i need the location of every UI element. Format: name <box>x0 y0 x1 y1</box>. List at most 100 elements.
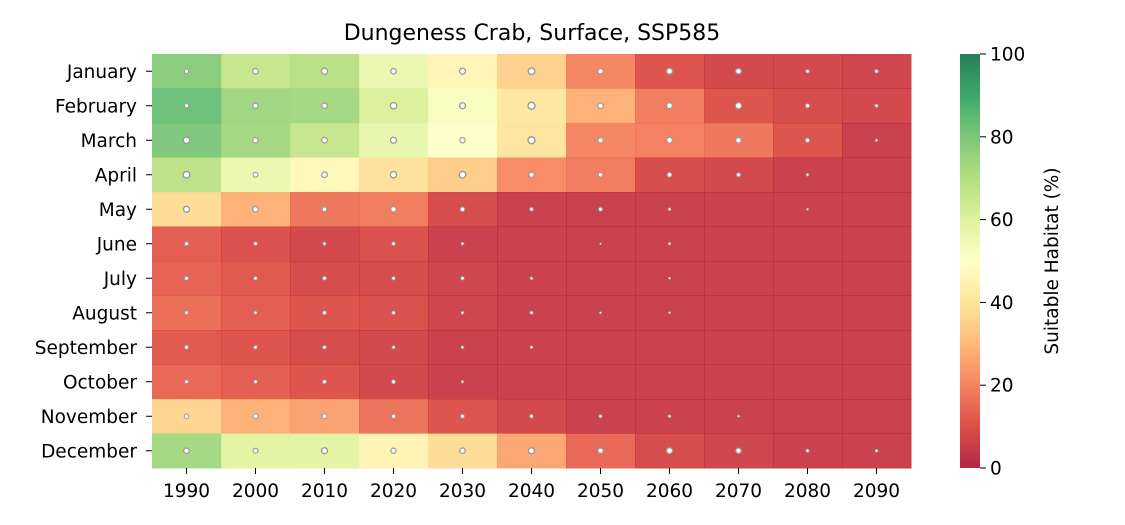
heatmap-cell <box>842 330 912 365</box>
uncertainty-marker <box>321 206 328 213</box>
uncertainty-marker <box>599 242 602 246</box>
uncertainty-marker <box>527 67 536 76</box>
uncertainty-marker <box>322 379 327 385</box>
heatmap-cell <box>635 364 705 400</box>
uncertainty-marker <box>252 102 259 109</box>
x-tick-label: 2010 <box>301 481 348 502</box>
heatmap-cell <box>773 399 843 434</box>
uncertainty-marker <box>598 206 603 212</box>
heatmap-cell <box>704 226 774 262</box>
uncertainty-marker <box>390 206 397 213</box>
heatmap-cell <box>497 226 567 262</box>
heatmap-cell <box>635 330 705 365</box>
x-tick-label: 2080 <box>784 481 831 502</box>
y-tick-label: February <box>55 96 137 117</box>
uncertainty-marker <box>665 102 674 110</box>
uncertainty-marker <box>665 67 674 75</box>
uncertainty-marker <box>321 136 328 144</box>
colorbar-tick-label: 60 <box>990 210 1014 231</box>
uncertainty-marker <box>667 207 672 212</box>
uncertainty-marker <box>320 447 329 455</box>
y-tick-label: December <box>41 441 137 462</box>
y-tick-label: October <box>63 372 137 393</box>
uncertainty-marker <box>529 206 534 212</box>
heatmap-cell <box>773 261 843 296</box>
uncertainty-marker <box>527 101 536 110</box>
uncertainty-marker <box>666 171 673 178</box>
uncertainty-marker <box>322 310 327 316</box>
uncertainty-marker <box>182 205 191 213</box>
uncertainty-marker <box>460 413 465 419</box>
uncertainty-marker <box>184 379 189 385</box>
heatmap-cell <box>704 192 774 227</box>
heatmap-cell <box>566 364 636 400</box>
uncertainty-marker <box>460 241 465 246</box>
uncertainty-marker <box>252 413 259 420</box>
uncertainty-marker <box>182 170 191 179</box>
uncertainty-marker <box>253 241 258 247</box>
colorbar-tick-label: 100 <box>990 45 1025 66</box>
uncertainty-marker <box>253 275 258 281</box>
colorbar-label: Suitable Habitat (%) <box>1042 167 1063 354</box>
uncertainty-marker <box>321 413 328 420</box>
uncertainty-marker <box>182 136 191 145</box>
uncertainty-marker <box>389 136 398 144</box>
uncertainty-marker <box>322 241 327 246</box>
x-tick-label: 2000 <box>232 481 279 502</box>
uncertainty-marker <box>391 310 396 316</box>
x-tick-label: 2020 <box>370 481 417 502</box>
uncertainty-marker <box>597 171 604 178</box>
uncertainty-marker <box>527 136 536 145</box>
uncertainty-marker <box>667 242 672 246</box>
uncertainty-marker <box>529 276 534 281</box>
uncertainty-marker <box>804 103 811 109</box>
uncertainty-marker <box>391 241 396 247</box>
uncertainty-marker <box>253 379 258 385</box>
heatmap-cell <box>773 295 843 331</box>
uncertainty-marker <box>735 447 742 454</box>
uncertainty-marker <box>460 310 465 315</box>
uncertainty-marker <box>874 68 879 74</box>
heatmap-cell <box>704 364 774 400</box>
x-tick-label: 2040 <box>508 481 555 502</box>
heatmap-markers <box>182 67 879 455</box>
uncertainty-marker <box>597 447 604 454</box>
uncertainty-marker <box>667 414 672 419</box>
uncertainty-marker <box>734 101 743 110</box>
heatmap-cell <box>842 399 912 434</box>
uncertainty-marker <box>735 67 742 75</box>
y-tick-label: April <box>95 165 137 186</box>
y-tick-label: March <box>81 131 137 152</box>
heatmap-cells <box>152 54 912 469</box>
uncertainty-marker <box>183 103 190 109</box>
colorbar-tick-label: 20 <box>990 376 1014 397</box>
uncertainty-marker <box>805 68 810 74</box>
y-tick-label: June <box>96 234 137 255</box>
x-tick-label: 1990 <box>163 481 210 502</box>
uncertainty-marker <box>804 137 811 143</box>
heatmap-cell <box>773 330 843 365</box>
uncertainty-marker <box>458 67 467 75</box>
y-tick-label: November <box>41 407 138 428</box>
uncertainty-marker <box>253 310 258 315</box>
y-tick-label: September <box>35 338 138 359</box>
uncertainty-marker <box>183 413 190 420</box>
uncertainty-marker <box>252 447 259 454</box>
uncertainty-marker <box>597 102 604 110</box>
uncertainty-marker <box>252 137 259 144</box>
heatmap-cell <box>842 192 912 227</box>
heatmap-cell <box>773 364 843 400</box>
colorbar-tick-label: 40 <box>990 293 1014 314</box>
x-tick-label: 2030 <box>439 481 486 502</box>
uncertainty-marker <box>389 101 398 110</box>
uncertainty-marker <box>874 138 879 142</box>
uncertainty-marker <box>597 137 604 144</box>
uncertainty-marker <box>183 68 190 74</box>
uncertainty-marker <box>668 311 671 315</box>
uncertainty-marker <box>735 136 742 144</box>
heatmap-cell <box>497 364 567 400</box>
uncertainty-marker <box>806 207 809 211</box>
chart-title: Dungeness Crab, Surface, SSP585 <box>344 21 721 46</box>
heatmap-cell <box>842 261 912 296</box>
